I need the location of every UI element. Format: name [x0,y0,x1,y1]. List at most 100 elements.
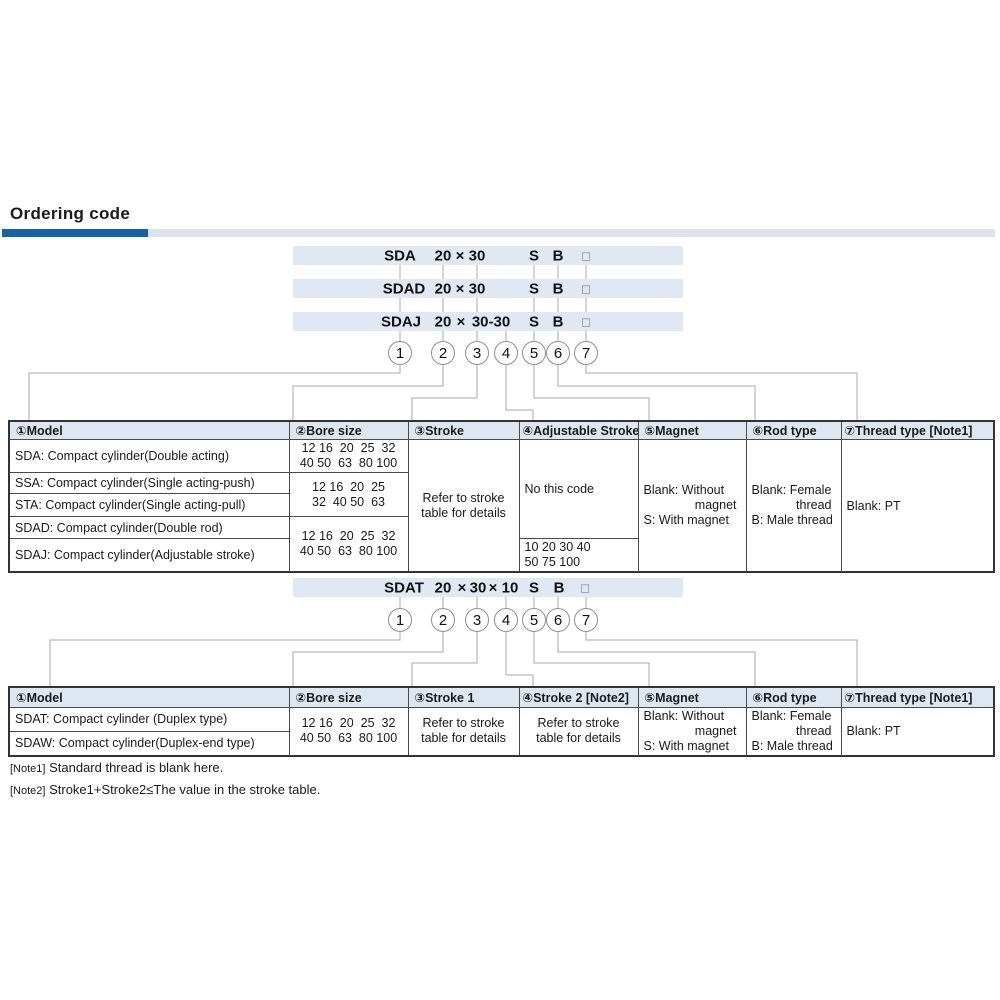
note-tag: [Note1] [10,763,46,775]
col-header-model: ①Model [8,686,290,708]
magnet-line: S: With magnet [643,738,729,753]
code-part: 30 [469,579,487,596]
model-cell: SDAD: Compact cylinder(Double rod) [8,516,290,539]
magnet-line: S: With magnet [643,513,729,527]
model-cell: SSA: Compact cylinder(Single acting-push… [8,472,290,494]
code-part: × [455,280,465,297]
col-header-magnet: ⑤Magnet [637,420,747,440]
table-row: SDA: Compact cylinder(Double acting) 12 … [8,439,995,573]
rod-line: thread [796,723,832,738]
position-circle-1: 1 [388,341,412,365]
bore-size-cell: 12 16 20 25 32 40 50 63 80 100 [288,439,409,473]
position-circle-1: 1 [388,608,412,632]
stroke-cell: Refer to stroke table for details [407,439,520,573]
code-part: × [456,313,466,330]
note-1: [Note1] Standard thread is blank here. [10,760,223,775]
position-circle-4: 4 [494,608,518,632]
code-part: SDAD [382,280,426,297]
title-underline-extension [148,229,995,237]
position-circle-3: 3 [465,341,489,365]
code-part: S [528,247,540,264]
position-circle-3: 3 [465,608,489,632]
position-circle-5: 5 [522,608,546,632]
table-row: SDAD: Compact cylinder(Double rod) 12 16… [8,516,994,573]
blank-box-icon: □ [582,314,590,329]
code-part: × [455,247,465,264]
model-cell: STA: Compact cylinder(Single acting-pull… [8,493,290,517]
code-part: 20 [434,280,452,297]
code-part: B [552,280,564,297]
ordering-table-duplex: ①Model ②Bore size ③Stroke 1 ④Stroke 2 [N… [8,686,995,757]
code-part: SDAT [384,579,424,596]
table-row: SSA: Compact cylinder(Single acting-push… [8,472,994,517]
title-underline-accent [2,229,148,237]
code-part: SDA [384,247,416,264]
blank-box-icon: □ [581,580,589,595]
code-part: S [528,579,540,596]
blank-box-icon: □ [582,281,590,296]
code-bar-sda: SDA 20 × 30 S B □ [293,246,683,265]
magnet-line: Blank: Without [643,708,725,723]
code-bar-sdat: SDAT 20 × 30 × 10 S B □ [293,578,683,597]
position-circle-4: 4 [494,341,518,365]
position-circle-6: 6 [546,608,570,632]
model-cell: SDAW: Compact cylinder(Duplex-end type) [8,730,290,757]
rod-line: B: Male thread [751,738,833,753]
col-header-model: ①Model [8,420,290,440]
model-cell: SDA: Compact cylinder(Double acting) [8,439,290,473]
code-part: B [552,247,564,264]
adjustable-stroke-values-cell: 10 20 30 40 50 75 100 [518,538,639,573]
magnet-cell: Blank: Without magnet S: With magnet [637,706,747,756]
col-header-adjustable-stroke: ④Adjustable Stroke [518,420,639,440]
page-title: Ordering code [10,204,131,223]
bore-size-cell: 12 16 20 25 32 40 50 63 [288,472,409,517]
code-part: 20 [434,579,452,596]
col-header-bore-size: ②Bore size [288,686,409,708]
position-circle-7: 7 [574,341,598,365]
magnet-cell: Blank: Without magnet S: With magnet [637,439,747,573]
code-part: SDAJ [380,313,422,330]
rod-line: Blank: Female [751,483,832,497]
code-part: × [488,579,498,596]
table-row: SDAJ: Compact cylinder(Adjustable stroke… [8,538,994,573]
col-header-stroke: ③Stroke [407,420,520,440]
adjustable-stroke-cell: No this code [518,439,639,539]
code-part: B [552,313,564,330]
code-part: S [528,280,540,297]
model-cell: SDAJ: Compact cylinder(Adjustable stroke… [8,538,290,573]
magnet-line: magnet [694,498,737,512]
col-header-rod-type: ⑥Rod type [745,686,842,708]
stroke1-cell: Refer to stroke table for details [407,706,520,756]
magnet-line: magnet [694,723,737,738]
rod-line: thread [796,498,832,512]
bore-size-cell: 12 16 20 25 32 40 50 63 80 100 [288,706,409,756]
code-part: 20 [434,313,452,330]
note-text: Standard thread is blank here. [49,760,224,775]
blank-box-icon: □ [582,248,590,263]
position-circle-2: 2 [431,608,455,632]
code-part: × [457,579,467,596]
code-part: 30 [468,247,486,264]
note-2: [Note2] Stroke1+Stroke2≤The value in the… [10,782,320,797]
rod-type-cell: Blank: Female thread B: Male thread [745,706,842,756]
rod-line: Blank: Female [751,708,832,723]
position-circle-7: 7 [574,608,598,632]
thread-type-cell: Blank: PT [840,706,995,756]
code-part: 20 [434,247,452,264]
thread-type-cell: Blank: PT [840,439,995,573]
col-header-stroke2: ④Stroke 2 [Note2] [518,686,639,708]
code-bar-sdad: SDAD 20 × 30 S B □ [293,279,683,298]
rod-line: B: Male thread [751,513,833,527]
col-header-thread-type: ⑦Thread type [Note1] [840,420,995,440]
note-tag: [Note2] [10,785,46,797]
rod-type-cell: Blank: Female thread B: Male thread [745,439,842,573]
stroke2-cell: Refer to stroke table for details [518,706,639,756]
col-header-rod-type: ⑥Rod type [745,420,842,440]
code-part: 30-30 [471,313,511,330]
magnet-line: Blank: Without [643,483,725,497]
table-row: SDAW: Compact cylinder(Duplex-end type) [8,730,994,757]
code-part: B [553,579,565,596]
note-text: Stroke1+Stroke2≤The value in the stroke … [49,782,321,797]
bore-size-cell: 12 16 20 25 32 40 50 63 80 100 [288,516,409,573]
